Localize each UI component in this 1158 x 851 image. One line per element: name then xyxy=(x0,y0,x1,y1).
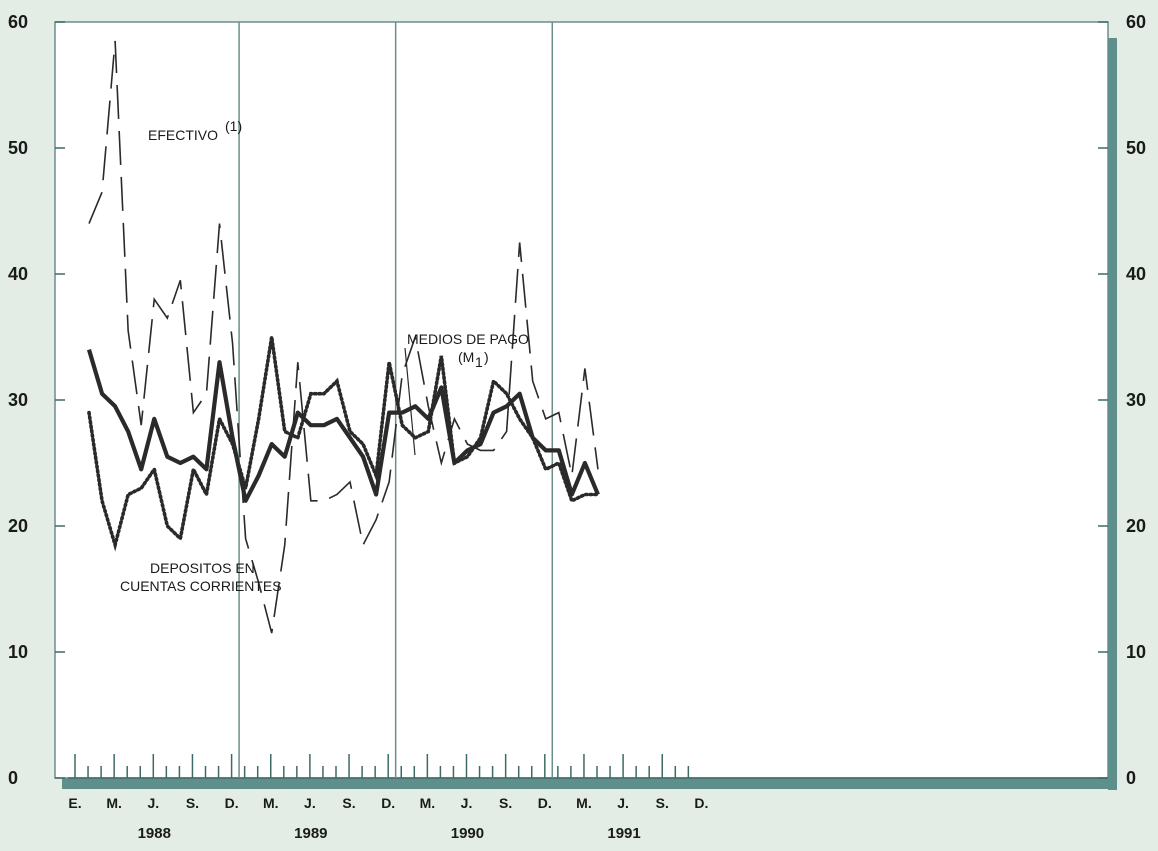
y-tick-label-left: 0 xyxy=(8,768,18,788)
x-tick-label: S. xyxy=(342,795,355,811)
x-tick-label: S. xyxy=(186,795,199,811)
y-tick-label-right: 60 xyxy=(1126,12,1146,32)
x-tick-label: J. xyxy=(304,795,316,811)
x-tick-label: M. xyxy=(576,795,592,811)
y-tick-label-right: 0 xyxy=(1126,768,1136,788)
depositos-label-line2: CUENTAS CORRIENTES xyxy=(120,578,282,594)
x-tick-label: E. xyxy=(68,795,81,811)
x-tick-label: S. xyxy=(499,795,512,811)
year-label: 1990 xyxy=(451,825,484,842)
efectivo-label: EFECTIVO xyxy=(148,127,218,143)
medios-label-sub: (M xyxy=(458,349,474,365)
depositos-label: DEPOSITOS EN xyxy=(150,560,255,576)
x-tick-label: D. xyxy=(694,795,708,811)
y-tick-label-right: 10 xyxy=(1126,642,1146,662)
medios-label-sub-close: ) xyxy=(484,349,489,365)
x-tick-label: M. xyxy=(263,795,279,811)
x-tick-label: S. xyxy=(656,795,669,811)
y-tick-label-left: 60 xyxy=(8,12,28,32)
medios-label: MEDIOS DE PAGO xyxy=(407,331,529,347)
year-label: 1989 xyxy=(294,825,327,842)
year-label: 1991 xyxy=(607,825,640,842)
x-tick-label: D. xyxy=(225,795,239,811)
right-axis-bar xyxy=(1108,38,1117,790)
x-tick-label: D. xyxy=(381,795,395,811)
year-label: 1988 xyxy=(138,825,171,842)
x-tick-label: J. xyxy=(147,795,159,811)
x-tick-label: J. xyxy=(461,795,473,811)
medios-label-sub-index: 1 xyxy=(475,354,483,370)
y-tick-label-right: 50 xyxy=(1126,138,1146,158)
efectivo-label-note: (1) xyxy=(225,118,242,134)
y-tick-label-left: 40 xyxy=(8,264,28,284)
y-tick-label-left: 20 xyxy=(8,516,28,536)
x-tick-label: D. xyxy=(538,795,552,811)
y-tick-label-left: 50 xyxy=(8,138,28,158)
y-tick-label-left: 30 xyxy=(8,390,28,410)
y-tick-label-right: 40 xyxy=(1126,264,1146,284)
x-tick-label: J. xyxy=(617,795,629,811)
y-tick-label-right: 20 xyxy=(1126,516,1146,536)
x-tick-label: M. xyxy=(106,795,122,811)
bottom-axis-bar xyxy=(62,778,1117,789)
y-tick-label-left: 10 xyxy=(8,642,28,662)
y-tick-label-right: 30 xyxy=(1126,390,1146,410)
x-tick-label: M. xyxy=(420,795,436,811)
